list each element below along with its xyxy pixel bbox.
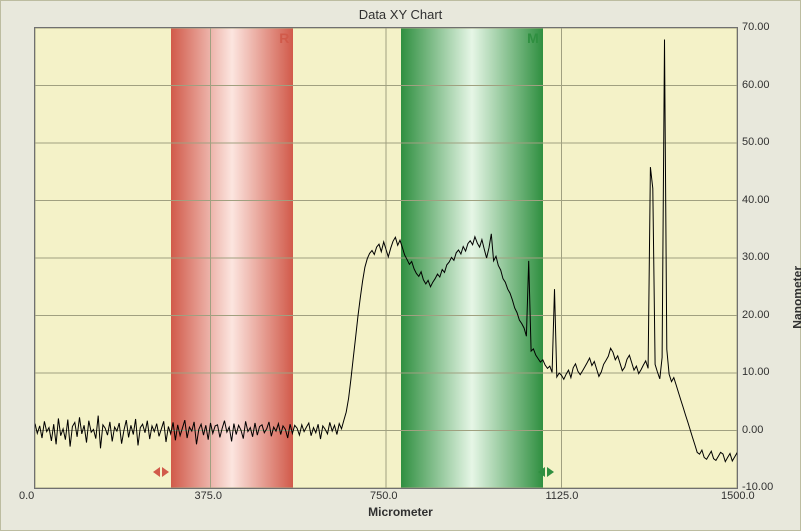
plot-area: R M — [34, 27, 738, 489]
data-line — [35, 28, 737, 488]
chart-frame: Data XY Chart R M Nanometer Micrometer 0… — [0, 0, 801, 531]
y-axis-label: Nanometer — [791, 266, 801, 329]
chart-title: Data XY Chart — [1, 7, 800, 22]
x-axis-label: Micrometer — [1, 505, 800, 519]
